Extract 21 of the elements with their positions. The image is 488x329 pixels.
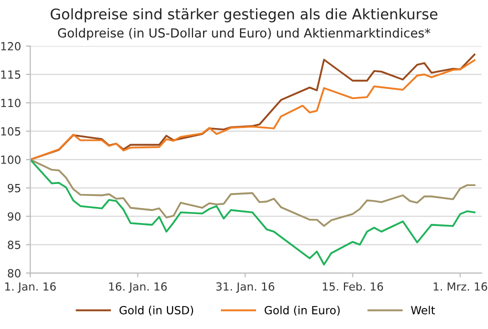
y-tick-label: 120 <box>1 42 20 50</box>
y-tick-label: 85 <box>8 240 20 250</box>
y-tick-label: 105 <box>1 127 20 136</box>
y-tick-label: 110 <box>1 98 20 108</box>
chart-title: Goldpreise sind stärker gestiegen als die Aktienkurse <box>50 8 438 22</box>
x-tick-label: 1. Jan. 16 <box>5 282 56 293</box>
chart-subtitle: Goldpreise (in US-Dollar und Euro) und Aktienmarktindices* <box>58 28 430 40</box>
line-series <box>30 158 476 227</box>
legend-label: Welt <box>411 306 435 314</box>
legend-label: Gold (in USD) <box>120 306 194 316</box>
legend-label: Gold (in Euro) <box>264 306 340 316</box>
y-tick-label: 95 <box>8 184 20 192</box>
y-tick-label: 100 <box>1 156 20 164</box>
x-tick-label: 15. Feb. 16 <box>322 282 384 291</box>
y-tick-label: 90 <box>8 212 20 221</box>
x-tick-label: 31. Jan. 16 <box>216 282 274 293</box>
line-series <box>30 158 476 266</box>
x-tick-label: 16. Jan. 16 <box>109 282 167 293</box>
y-tick-label: 80 <box>8 269 20 278</box>
x-tick-label: 1. Mrz. 16 <box>434 282 488 291</box>
y-tick-label: 115 <box>1 70 20 79</box>
